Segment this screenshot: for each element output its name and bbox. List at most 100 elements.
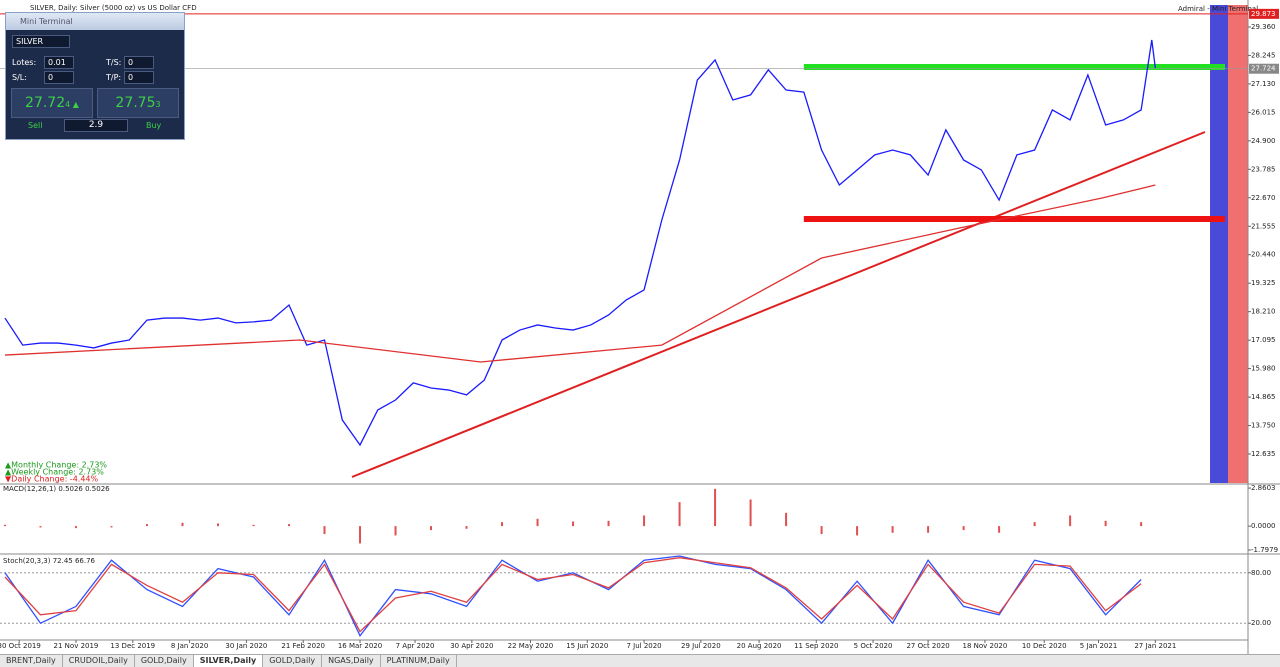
series-line	[4, 555, 1142, 638]
y-tick-label: 18.210	[1251, 308, 1276, 316]
tab[interactable]: PLATINUM,Daily	[381, 655, 457, 667]
sell-price[interactable]: 27.724 ▲	[11, 88, 93, 118]
sell-button[interactable]: Sell	[28, 121, 43, 130]
x-tick-label: 11 Sep 2020	[794, 642, 838, 650]
y-tick-label: 28.245	[1251, 51, 1276, 59]
histogram-bar	[1033, 522, 1036, 527]
y-tick-label: 29.360	[1251, 23, 1276, 31]
y-tick-label: 14.865	[1251, 393, 1276, 401]
monthly-change: ▲Monthly Change: 2.73%	[5, 461, 107, 470]
tab[interactable]: SILVER,Daily	[193, 655, 264, 667]
ts[interactable]: 0	[124, 56, 154, 69]
y-tick-label: 27.130	[1251, 80, 1276, 88]
x-tick-label: 21 Nov 2019	[54, 642, 99, 650]
level-label: 29.873	[1251, 10, 1276, 18]
trend-line	[351, 131, 1206, 478]
mini-terminal: Mini Terminal SILVER Lotes: 0.01 T/S: 0 S/…	[5, 12, 185, 140]
x-tick-label: 29 Jul 2020	[681, 642, 721, 650]
y-tick-label: 0.0000	[1251, 522, 1276, 530]
y-tick-label: 20.00	[1251, 619, 1271, 627]
red-band	[1228, 5, 1248, 483]
histogram-bar	[181, 522, 184, 527]
histogram-bar	[74, 526, 77, 529]
current-price-label: 27.724	[1251, 65, 1276, 73]
terminal-title: Mini Terminal	[6, 13, 184, 30]
histogram-bar	[1069, 515, 1072, 527]
lots-label: Lotes:	[12, 58, 37, 67]
x-tick-label: 27 Jan 2021	[1134, 642, 1176, 650]
symbol[interactable]: SILVER	[12, 35, 70, 48]
y-tick-label: -1.7979	[1251, 546, 1278, 554]
histogram-bar	[359, 526, 362, 544]
x-tick-label: 30 Oct 2019	[0, 642, 41, 650]
buy-price-main: 27.75	[115, 95, 156, 111]
y-tick-label: 13.750	[1251, 422, 1276, 430]
x-tick-label: 21 Feb 2020	[281, 642, 325, 650]
macd-title: MACD(12,26,1) 0.5026 0.5026	[3, 485, 110, 493]
histogram-bar	[39, 526, 42, 528]
blue-band	[1210, 5, 1228, 483]
histogram-bar	[1140, 522, 1143, 527]
histogram-bar	[288, 524, 291, 527]
histogram-bar	[430, 526, 433, 531]
sell-price-main: 27.72	[25, 95, 66, 111]
x-tick-label: 7 Jul 2020	[626, 642, 661, 650]
chart-title: SILVER, Daily: Silver (5000 oz) vs US Do…	[30, 4, 197, 12]
tp-label: T/P:	[106, 73, 122, 82]
histogram-bar	[572, 521, 575, 527]
tab[interactable]: BRENT,Daily	[0, 655, 63, 667]
x-tick-label: 20 Aug 2020	[737, 642, 782, 650]
x-tick-label: 5 Jan 2021	[1080, 642, 1118, 650]
x-tick-label: 16 Mar 2020	[338, 642, 382, 650]
histogram-bar	[394, 526, 397, 536]
series-line	[4, 557, 1142, 633]
sell-pip: 4	[65, 100, 71, 109]
histogram-bar	[323, 526, 326, 535]
buy-button[interactable]: Buy	[146, 121, 162, 130]
sl[interactable]: 0	[44, 71, 74, 84]
x-tick-label: 30 Jan 2020	[225, 642, 267, 650]
current-price-box	[1249, 63, 1279, 74]
series-line	[4, 39, 1156, 447]
ts-label: T/S:	[106, 58, 122, 67]
y-tick-label: 22.670	[1251, 194, 1276, 202]
lots[interactable]: 0.01	[44, 56, 74, 69]
buy-pip: 3	[155, 100, 161, 109]
x-tick-label: 30 Apr 2020	[450, 642, 493, 650]
x-tick-label: 10 Dec 2020	[1022, 642, 1067, 650]
histogram-bar	[749, 499, 752, 527]
tab[interactable]: GOLD,Daily	[135, 655, 194, 667]
histogram-bar	[536, 518, 539, 527]
y-tick-label: 17.095	[1251, 336, 1276, 344]
histogram-bar	[820, 526, 823, 535]
tp[interactable]: 0	[124, 71, 154, 84]
stoch-title: Stoch(20,3,3) 72.45 66.76	[3, 557, 96, 565]
histogram-bar	[252, 524, 255, 527]
tab[interactable]: NGAS,Daily	[322, 655, 381, 667]
buy-price[interactable]: 27.753	[97, 88, 179, 118]
x-tick-label: 13 Dec 2019	[110, 642, 155, 650]
histogram-bar	[1104, 520, 1107, 527]
tab[interactable]: GOLD,Daily	[263, 655, 323, 667]
histogram-bar	[643, 515, 646, 527]
x-tick-label: 27 Oct 2020	[906, 642, 949, 650]
histogram-bar	[465, 526, 468, 529]
weekly-change: ▲Weekly Change: 2.73%	[5, 468, 104, 477]
histogram-bar	[891, 526, 894, 533]
y-tick-label: 21.555	[1251, 222, 1276, 230]
histogram-bar	[678, 502, 681, 527]
tab[interactable]: CRUDOIL,Daily	[63, 655, 135, 667]
top-right-label: Admiral - Mini Terminal	[1178, 5, 1258, 13]
histogram-bar	[998, 526, 1001, 533]
histogram-bar	[856, 526, 859, 536]
y-tick-label: 2.8603	[1251, 484, 1276, 492]
series-line	[4, 184, 1156, 363]
histogram-bar	[145, 524, 148, 527]
y-tick-label: 26.015	[1251, 108, 1276, 116]
y-tick-label: 19.325	[1251, 279, 1276, 287]
level-label-box	[1249, 8, 1279, 19]
y-tick-label: 15.980	[1251, 365, 1276, 373]
histogram-bar	[3, 524, 6, 527]
